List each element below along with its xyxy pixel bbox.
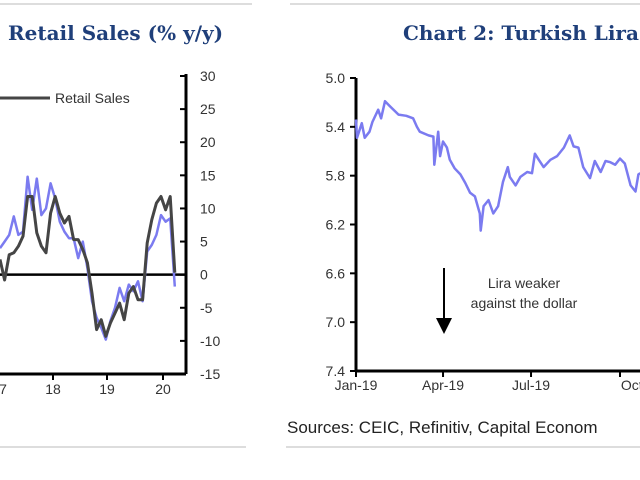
legend-label-retail-sales: Retail Sales xyxy=(55,90,130,106)
x-tick-label: 7 xyxy=(0,381,7,397)
chart2-title: Chart 2: Turkish Lira xyxy=(403,21,639,45)
y-tick-label: -15 xyxy=(200,366,220,382)
x-tick-label: 18 xyxy=(45,381,61,397)
chart1-title: Retail Sales (% y/y) xyxy=(8,21,223,45)
y-tick-label: 5 xyxy=(200,234,208,250)
y-tick-label: 15 xyxy=(200,167,216,183)
annotation-line-1: Lira weaker xyxy=(488,275,561,291)
y-tick-label: 6.2 xyxy=(326,217,346,233)
annotation-arrow-down-icon xyxy=(436,318,452,334)
x-tick-label: Jan-19 xyxy=(335,377,378,393)
x-tick-label: Jul-19 xyxy=(512,377,550,393)
y-tick-label: 20 xyxy=(200,134,216,150)
y-tick-label: 5.8 xyxy=(326,168,346,184)
y-tick-label: 5.4 xyxy=(326,119,346,135)
x-tick-label: Apr-19 xyxy=(422,377,464,393)
chart1: 30 25 20 15 10 5 0 -5 -10 -15 7 18 19 20 Retail Sales xyxy=(0,68,220,397)
x-tick-label: 20 xyxy=(155,381,171,397)
y-tick-label: 10 xyxy=(200,200,216,216)
y-tick-label: 25 xyxy=(200,101,216,117)
y-tick-label: 30 xyxy=(200,68,216,84)
annotation-line-2: against the dollar xyxy=(471,295,578,311)
y-tick-label: 5.0 xyxy=(326,70,346,86)
series-line-lira xyxy=(354,99,640,232)
source-note: Sources: CEIC, Refinitiv, Capital Econom xyxy=(287,418,598,437)
series-line-retail-sales xyxy=(0,195,177,338)
y-tick-label: 7.0 xyxy=(326,314,346,330)
y-tick-label: 0 xyxy=(200,267,208,283)
y-tick-label: 6.6 xyxy=(326,265,346,281)
x-tick-label: 19 xyxy=(99,381,115,397)
y-tick-label: 7.4 xyxy=(326,363,346,379)
x-tick-label: Oct-1 xyxy=(621,377,640,393)
y-tick-label: -5 xyxy=(200,300,213,316)
y-tick-label: -10 xyxy=(200,333,220,349)
